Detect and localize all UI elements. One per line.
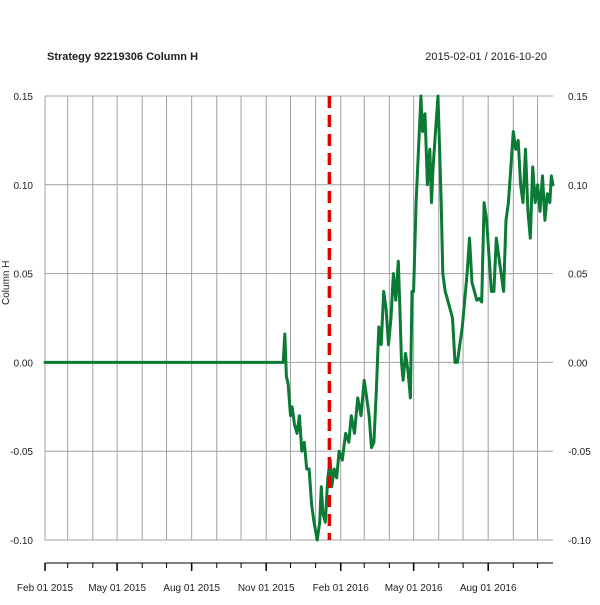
x-tick-label: May 01 2015	[88, 583, 146, 594]
chart-title: Strategy 92219306 Column H	[47, 51, 199, 63]
y-tick-label-left: 0.10	[14, 181, 34, 192]
y-tick-label-left: -0.10	[10, 536, 33, 547]
y-tick-label-right: -0.05	[568, 447, 591, 458]
y-axis-label: Column H	[1, 260, 12, 305]
y-tick-label-left: 0.05	[14, 270, 34, 281]
y-tick-label-right: 0.15	[568, 92, 588, 103]
x-tick-label: Aug 01 2016	[460, 583, 517, 594]
y-tick-label-right: 0.00	[568, 358, 588, 369]
y-tick-label-right: -0.10	[568, 536, 591, 547]
x-tick-label: Feb 01 2016	[313, 583, 370, 594]
y-tick-label-left: 0.00	[14, 358, 34, 369]
y-tick-label-left: 0.15	[14, 92, 34, 103]
y-tick-label-right: 0.05	[568, 270, 588, 281]
x-tick-label: Aug 01 2015	[163, 583, 220, 594]
x-tick-label: Feb 01 2015	[17, 583, 74, 594]
x-tick-label: May 01 2016	[385, 583, 443, 594]
chart-date-range: 2015-02-01 / 2016-10-20	[425, 51, 547, 63]
y-tick-label-left: -0.05	[10, 447, 33, 458]
series-line	[43, 94, 555, 542]
y-tick-label-right: 0.10	[568, 181, 588, 192]
x-tick-label: Nov 01 2015	[238, 583, 295, 594]
